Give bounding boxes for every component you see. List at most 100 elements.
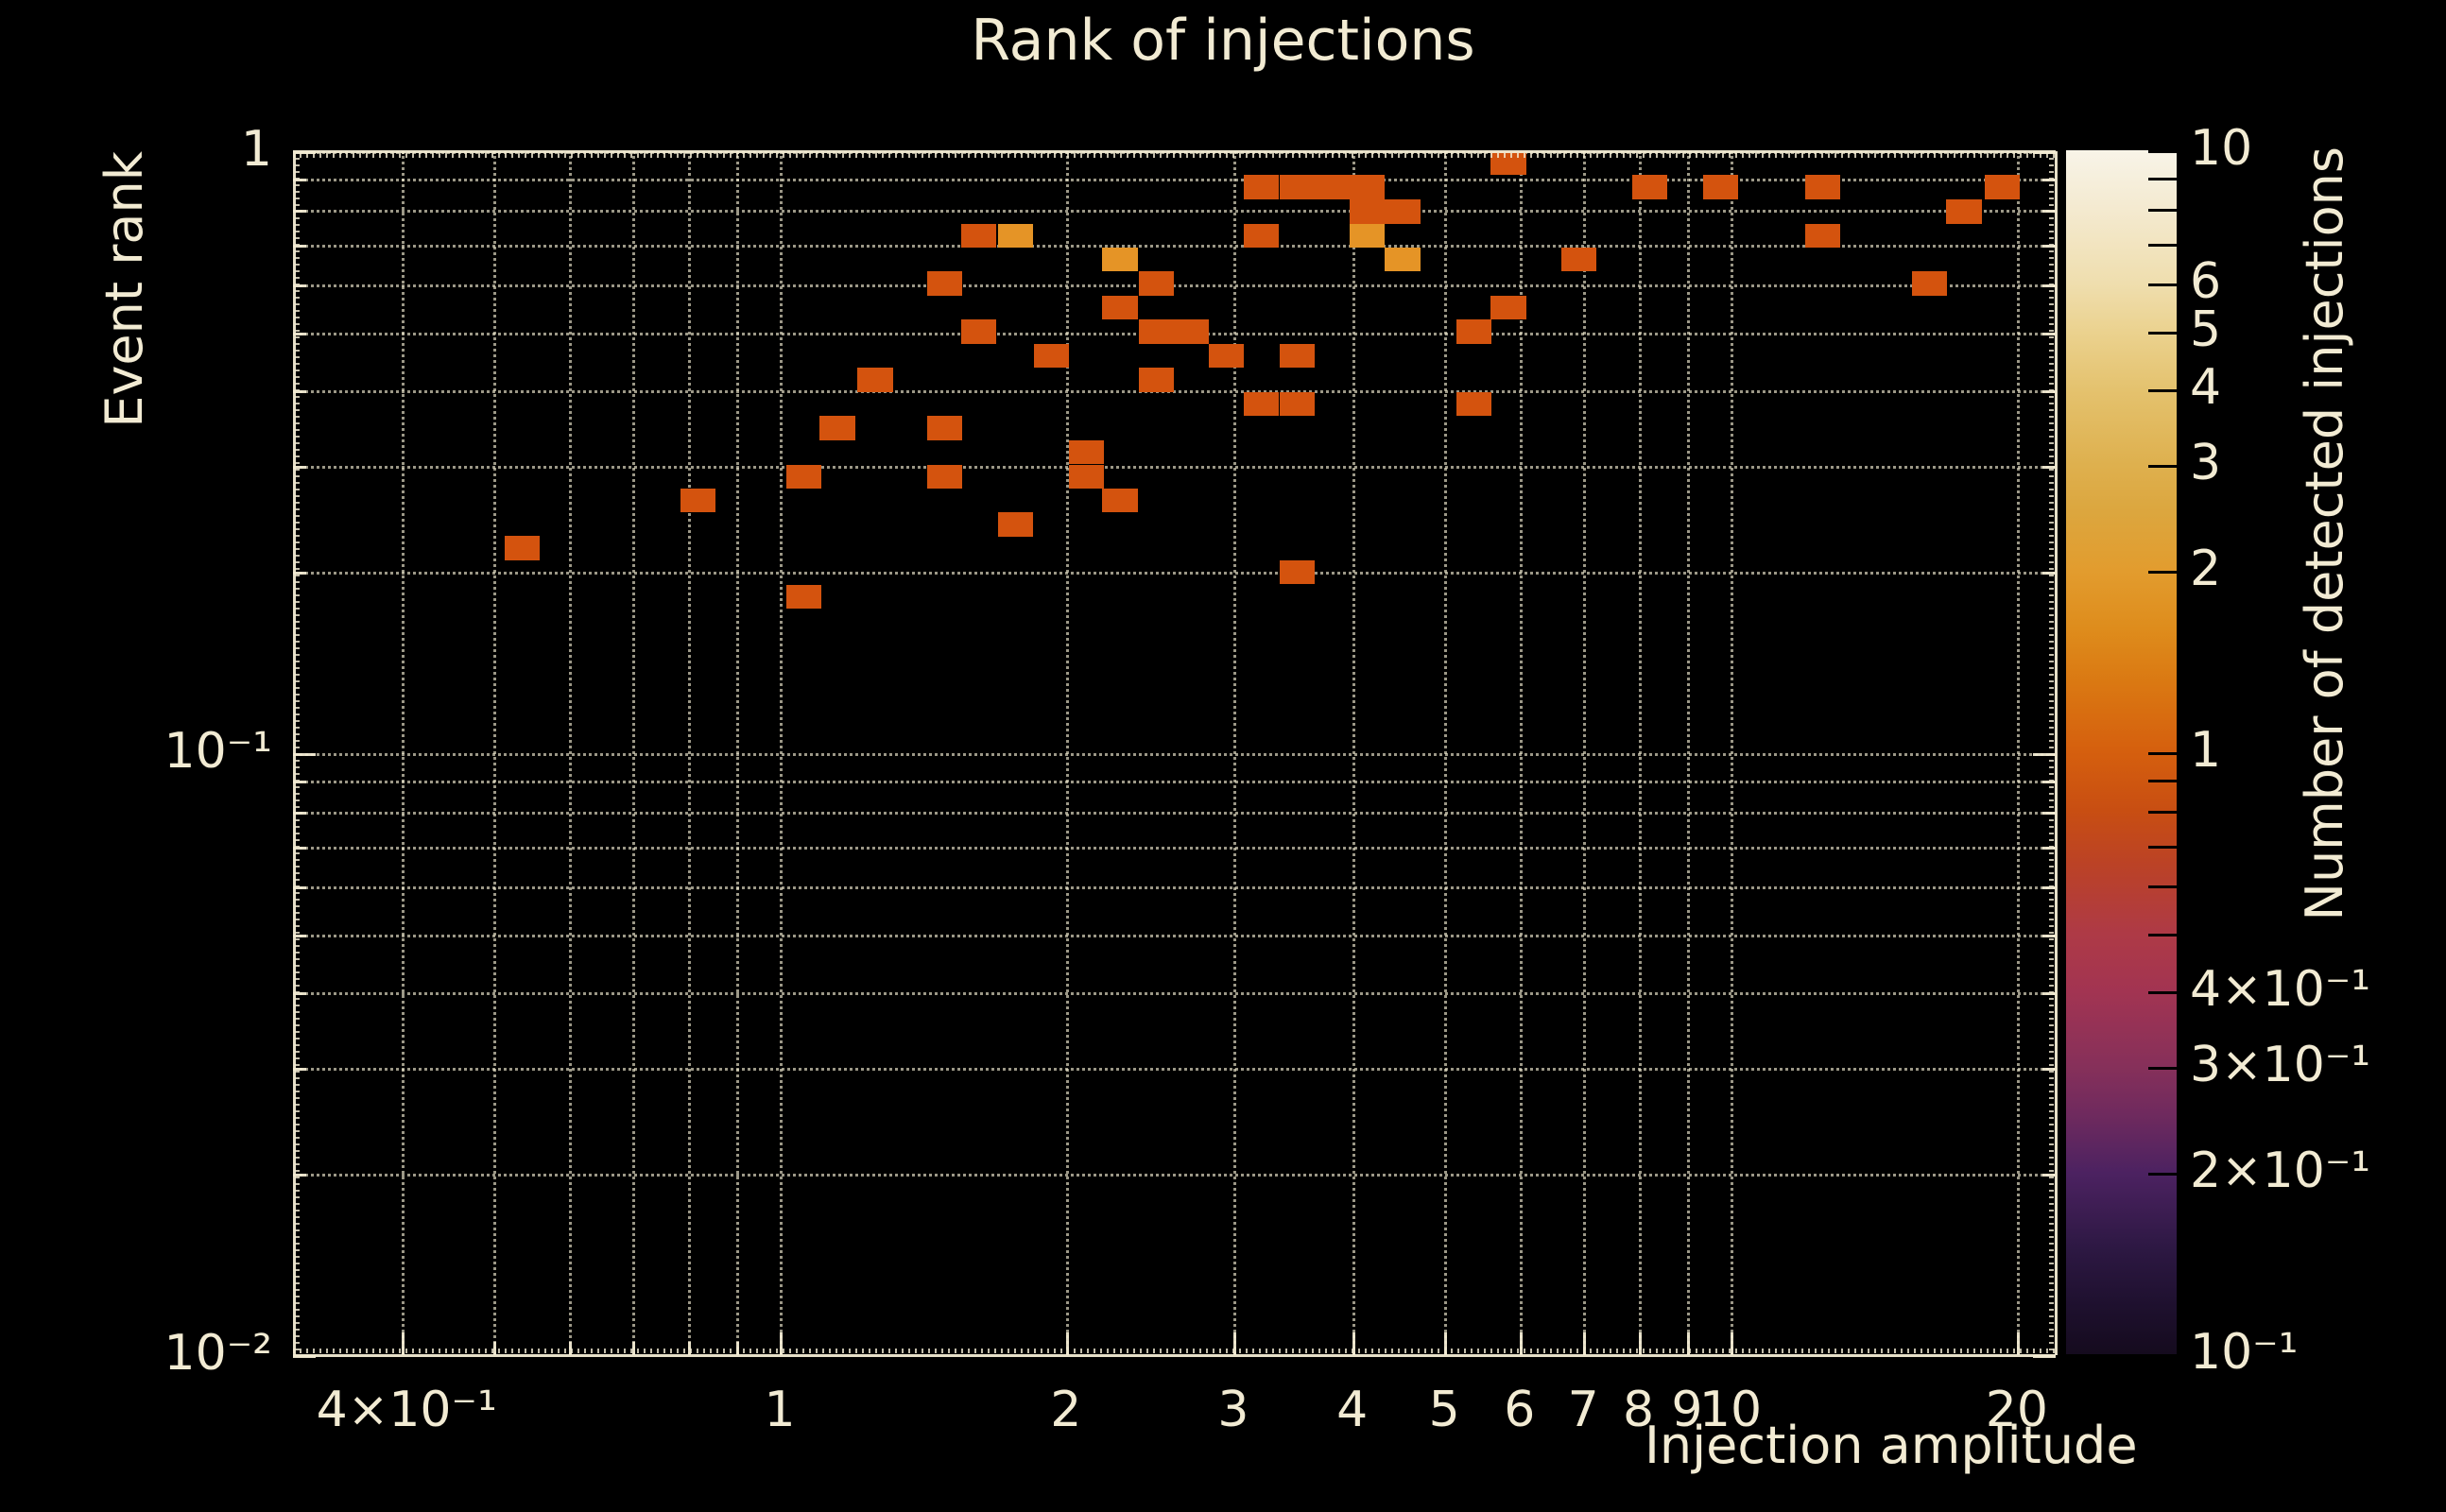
x-tick: [735, 1342, 739, 1355]
y-axis-title: Event rank: [95, 151, 154, 428]
y-tick-mirror: [2042, 284, 2056, 288]
y-tick: [293, 179, 306, 182]
y-tick-mirror: [2033, 151, 2056, 154]
x-tick: [493, 1342, 497, 1355]
colorbar-tick-label: 6: [2190, 253, 2222, 311]
y-tick: [293, 244, 306, 248]
colorbar-tick: [2148, 243, 2177, 247]
y-tick-mirror: [2042, 572, 2056, 576]
y-gridline: [293, 1174, 2056, 1177]
y-tick-mirror: [2042, 332, 2056, 335]
colorbar-tick: [2148, 208, 2177, 212]
colorbar-tick: [2148, 845, 2177, 849]
y-gridline: [293, 753, 2056, 756]
y-tick-mirror: [2042, 390, 2056, 394]
heatmap-cell: [1279, 391, 1315, 417]
heatmap-cell: [1912, 271, 1948, 296]
heatmap-cell: [1068, 439, 1104, 465]
colorbar-tick: [2148, 284, 2177, 287]
colorbar-tick: [2148, 752, 2177, 755]
y-gridline: [293, 466, 2056, 470]
y-gridline: [293, 846, 2056, 850]
x-tick-label: 8: [1622, 1382, 1655, 1438]
colorbar-tick: [2148, 1173, 2177, 1177]
y-gridline: [293, 572, 2056, 576]
x-tick-label: 1: [764, 1382, 796, 1438]
colorbar-title: Number of detected injections: [2295, 146, 2354, 921]
colorbar-tick-label: 3×10⁻¹: [2190, 1037, 2371, 1094]
y-gridline: [293, 284, 2056, 288]
heatmap-cell: [1102, 247, 1138, 272]
y-tick: [293, 390, 306, 394]
y-gridline: [293, 781, 2056, 784]
y-tick: [293, 846, 306, 850]
y-gridline: [293, 244, 2056, 248]
heatmap-cell: [1456, 319, 1491, 344]
colorbar-tick: [2148, 331, 2177, 335]
y-tick: [293, 934, 306, 937]
heatmap-cell: [1456, 391, 1491, 417]
y-tick: [293, 209, 306, 213]
x-tick: [687, 1342, 691, 1355]
colorbar-tick-label: 10⁻¹: [2190, 1324, 2299, 1381]
colorbar-tick: [2148, 885, 2177, 889]
colorbar-tick: [2148, 991, 2177, 995]
colorbar-tick: [2148, 571, 2177, 575]
x-axis-title: Injection amplitude: [1645, 1416, 2138, 1475]
heatmap-cell: [504, 536, 541, 560]
colorbar-tick-label: 2×10⁻¹: [2190, 1143, 2371, 1200]
y-gridline: [293, 179, 2056, 182]
y-gridline: [293, 390, 2056, 394]
heatmap-cell: [680, 488, 716, 513]
y-tick-mirror: [2042, 209, 2056, 213]
x-tick-label: 9: [1671, 1382, 1703, 1438]
colorbar-tick: [2148, 933, 2177, 936]
y-tick-mirror: [2042, 1174, 2056, 1177]
colorbar-tick-label: 2: [2190, 541, 2222, 598]
y-gridline: [293, 886, 2056, 890]
heatmap-cell: [1243, 223, 1280, 249]
x-tick-label: 5: [1428, 1382, 1460, 1438]
x-tick-label: 4×10⁻¹: [316, 1382, 497, 1438]
x-minor-ticks-strip-top: [293, 153, 2056, 158]
x-tick-label: 20: [1985, 1382, 2048, 1438]
x-tick-label: 7: [1567, 1382, 1599, 1438]
heatmap-cell: [1173, 319, 1210, 344]
y-tick-mirror: [2042, 244, 2056, 248]
y-tick-mirror: [2042, 886, 2056, 890]
y-tick-mirror: [2042, 992, 2056, 996]
colorbar-tick: [2148, 1067, 2177, 1071]
y-gridline: [293, 934, 2056, 937]
heatmap-cell: [1350, 199, 1386, 224]
heatmap-cell: [819, 416, 855, 440]
frame-top: [293, 150, 2056, 153]
colorbar-tick-label: 4×10⁻¹: [2190, 961, 2371, 1019]
y-tick: [293, 811, 306, 815]
heatmap-cell: [997, 512, 1034, 537]
heatmap-cell: [1102, 488, 1138, 513]
y-tick-mirror: [2033, 1355, 2056, 1358]
heatmap-cell: [926, 416, 962, 440]
frame-bottom: [293, 1354, 2056, 1357]
y-tick-mirror: [2042, 781, 2056, 784]
heatmap-cell: [1490, 295, 1526, 320]
y-tick-mirror: [2042, 934, 2056, 937]
heatmap-cell: [1209, 343, 1245, 369]
y-tick-mirror: [2033, 753, 2056, 756]
y-tick-mirror: [2042, 811, 2056, 815]
y-gridline: [293, 992, 2056, 996]
y-tick-label: 10⁻¹: [164, 723, 272, 780]
heatmap-cell: [1314, 175, 1351, 199]
y-tick: [293, 886, 306, 890]
x-tick: [568, 1342, 572, 1355]
y-tick: [293, 151, 316, 154]
x-tick: [1519, 1332, 1523, 1355]
heatmap-cell: [1946, 199, 1982, 224]
colorbar-tick-label: 3: [2190, 435, 2222, 492]
heatmap-cell: [1561, 247, 1597, 272]
y-tick: [293, 781, 306, 784]
frame-right: [2055, 151, 2058, 1355]
y-tick: [293, 572, 306, 576]
y-tick-label: 10⁻²: [164, 1325, 272, 1382]
